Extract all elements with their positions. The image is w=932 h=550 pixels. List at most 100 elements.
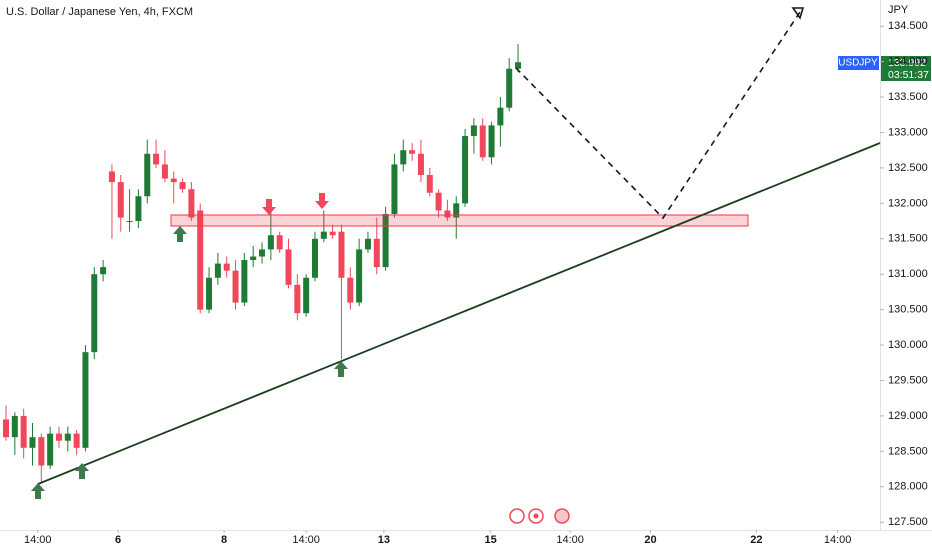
candle-body bbox=[426, 175, 433, 193]
candle-body bbox=[435, 192, 442, 211]
candle-body bbox=[470, 125, 477, 137]
candle-body bbox=[214, 263, 221, 278]
candle-body bbox=[488, 125, 495, 158]
candle-body bbox=[400, 150, 407, 165]
countdown-label: 03:51:37 bbox=[888, 69, 929, 81]
candle-body bbox=[417, 153, 424, 176]
candle-body bbox=[100, 267, 107, 275]
candle-body bbox=[506, 68, 513, 108]
x-tick-label: 14:00 bbox=[24, 534, 52, 546]
candle-body bbox=[223, 263, 230, 271]
trend-line bbox=[37, 142, 881, 485]
candle-body bbox=[276, 235, 283, 250]
event-icon-dot bbox=[533, 513, 539, 519]
candle-body bbox=[29, 437, 36, 448]
chart-title: U.S. Dollar / Japanese Yen, 4h, FXCM bbox=[6, 6, 193, 18]
y-tick-label: 131.500 bbox=[888, 233, 928, 245]
last-price-label: 133.992 bbox=[888, 57, 926, 69]
y-tick-label: 134.500 bbox=[888, 20, 928, 32]
event-icon[interactable] bbox=[528, 508, 544, 524]
up-arrow bbox=[31, 483, 45, 499]
candle-body bbox=[356, 249, 363, 303]
candle-body bbox=[311, 238, 318, 278]
y-tick-label: 130.000 bbox=[888, 339, 928, 351]
candle-body bbox=[382, 213, 389, 268]
event-icon[interactable] bbox=[554, 508, 570, 524]
candle-body bbox=[55, 433, 62, 441]
event-icons bbox=[509, 508, 570, 524]
projection-path bbox=[515, 11, 801, 220]
candle-body bbox=[285, 249, 292, 285]
candle-body bbox=[409, 150, 416, 154]
x-tick-label: 13 bbox=[378, 534, 390, 546]
y-tick-label: 132.000 bbox=[888, 197, 928, 209]
x-tick-label: 20 bbox=[644, 534, 656, 546]
candle-body bbox=[197, 210, 204, 310]
y-tick-label: 133.500 bbox=[888, 91, 928, 103]
down-arrows bbox=[262, 193, 329, 215]
candle-body bbox=[320, 231, 327, 239]
candle-body bbox=[515, 62, 522, 69]
candle-body bbox=[82, 352, 89, 448]
candle-body bbox=[73, 433, 80, 448]
up-arrow bbox=[334, 361, 348, 377]
up-arrows bbox=[31, 226, 348, 499]
candle-body bbox=[117, 182, 124, 218]
x-tick-label: 14:00 bbox=[556, 534, 584, 546]
candle-body bbox=[3, 419, 10, 438]
candle-body bbox=[153, 153, 160, 165]
candle-body bbox=[179, 182, 186, 190]
y-tick-label: 130.500 bbox=[888, 304, 928, 316]
x-tick-label: 6 bbox=[115, 534, 121, 546]
x-tick-label: 8 bbox=[221, 534, 227, 546]
candle-body bbox=[38, 437, 45, 466]
candle-body bbox=[444, 210, 451, 218]
symbol-label: USDJPY bbox=[838, 58, 878, 69]
x-tick-label: 15 bbox=[485, 534, 497, 546]
x-tick-label: 14:00 bbox=[824, 534, 852, 546]
candle-body bbox=[161, 164, 168, 179]
candle-body bbox=[364, 238, 371, 250]
candle-body bbox=[497, 107, 504, 126]
candle-body bbox=[391, 164, 398, 214]
y-tick-label: 128.500 bbox=[888, 445, 928, 457]
candle-body bbox=[294, 284, 301, 314]
y-tick-label: 128.000 bbox=[888, 481, 928, 493]
candle-body bbox=[479, 125, 486, 158]
event-icon[interactable] bbox=[509, 508, 525, 524]
candle-body bbox=[206, 277, 213, 310]
candle-body bbox=[47, 433, 54, 466]
y-tick-label: 134.000 bbox=[888, 56, 928, 68]
plot bbox=[3, 43, 522, 484]
y-tick-label: 127.500 bbox=[888, 516, 928, 528]
candle-body bbox=[20, 415, 27, 448]
up-arrow bbox=[75, 463, 89, 479]
candle-body bbox=[144, 153, 151, 197]
up-arrow bbox=[173, 226, 187, 242]
candle-body bbox=[170, 178, 177, 183]
candle-body bbox=[373, 238, 380, 268]
candle-body bbox=[453, 203, 460, 218]
candle-body bbox=[267, 235, 274, 250]
y-tick-label: 129.000 bbox=[888, 410, 928, 422]
candle-body bbox=[126, 221, 133, 223]
candle-body bbox=[108, 171, 115, 183]
candle-body bbox=[347, 277, 354, 303]
candle-body bbox=[338, 231, 345, 278]
down-arrow bbox=[262, 199, 276, 215]
candle-body bbox=[64, 433, 71, 441]
symbol-badge bbox=[838, 56, 879, 70]
y-axis-label: JPY bbox=[888, 4, 909, 16]
resistance-zone bbox=[170, 214, 749, 227]
projection-arrowhead bbox=[791, 7, 805, 20]
down-arrow bbox=[315, 193, 329, 209]
candle-body bbox=[91, 274, 98, 353]
candle-body bbox=[329, 231, 336, 236]
y-tick-label: 129.500 bbox=[888, 374, 928, 386]
candle-body bbox=[241, 260, 248, 303]
y-tick-label: 133.000 bbox=[888, 126, 928, 138]
candle-body bbox=[188, 189, 195, 218]
candle-body bbox=[135, 196, 142, 222]
y-tick-label: 132.500 bbox=[888, 162, 928, 174]
